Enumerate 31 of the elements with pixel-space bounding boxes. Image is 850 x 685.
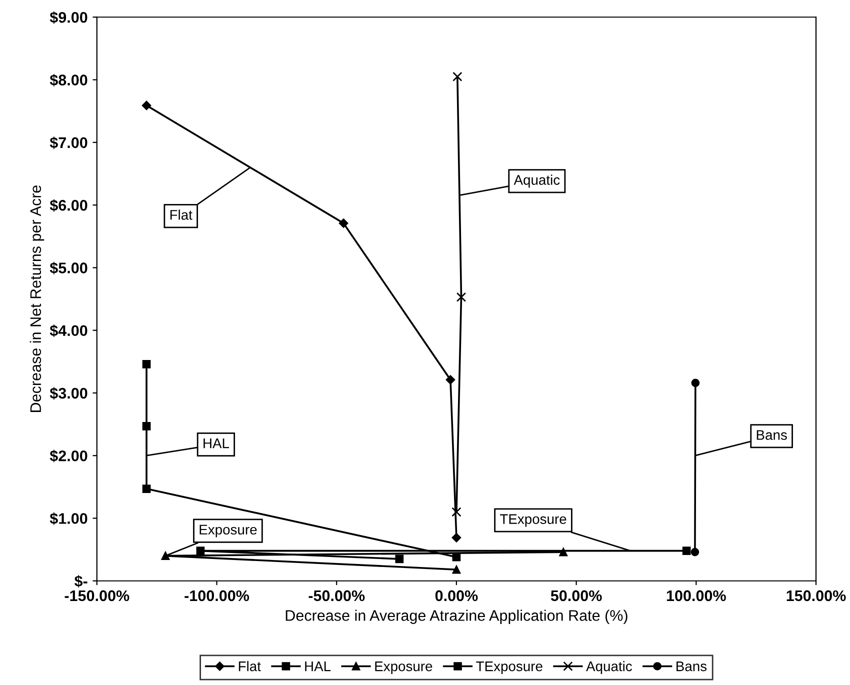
x-tick-label: -100.00% [184,590,250,602]
annotation: HAL [204,438,230,448]
y-tick-label: $6.00 [50,199,88,212]
x-axis-title: Decrease in Average Atrazine Application Rate (%) [286,610,628,624]
legend-label: HAL [305,662,331,672]
legend-label: Bans [676,662,707,672]
y-tick-label: $2.00 [50,450,88,462]
annotation: TExposure [500,514,566,527]
x-tick-label: 150.00% [786,590,846,602]
y-tick-label: $8.00 [50,74,88,86]
legend-label: Exposure [375,662,432,674]
x-tick-label: 0.00% [435,590,478,602]
x-tick-label: 50.00% [550,590,602,602]
legend-label: Flat [238,661,261,672]
x-tick-label: -150.00% [64,590,130,602]
y-tick-label: $1.00 [50,512,88,525]
y-tick-label: $3.00 [50,387,88,400]
y-tick-label: $7.00 [50,136,88,150]
y-tick-label: $9.00 [50,11,88,24]
legend-label: Aquatic [586,661,632,674]
legend-label: TExposure [476,662,542,674]
y-tick-label: $4.00 [50,324,88,337]
y-axis-title: Decrease in Net Returns per Acre [30,185,44,412]
annotation: Exposure [200,524,257,538]
annotation: Aquatic [514,174,560,188]
y-tick-label: $- [74,575,88,588]
annotation: Flat [170,210,192,220]
x-tick-label: -50.00% [308,590,365,602]
x-tick-label: 100.00% [666,590,726,602]
y-tick-label: $5.00 [50,262,88,274]
annotation: Bans [756,430,787,440]
